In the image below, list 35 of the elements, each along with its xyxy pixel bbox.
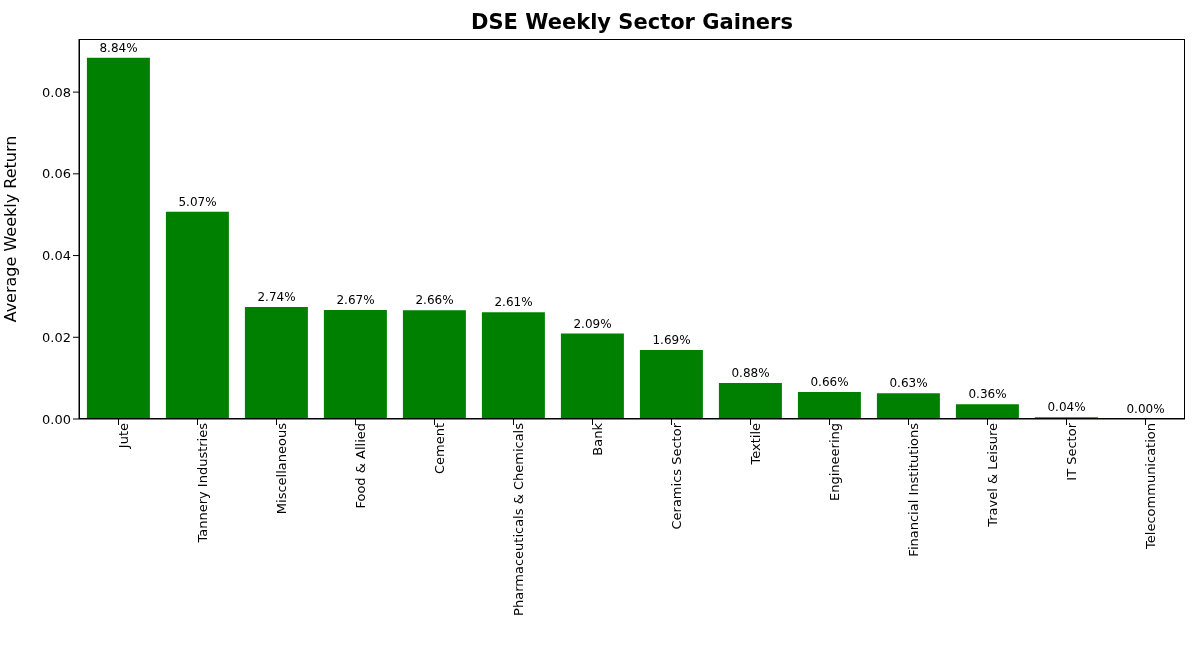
- y-axis-title: Average Weekly Return: [0, 135, 20, 323]
- x-tick-label: Ceramics Sector: [668, 422, 684, 530]
- data-label: 0.00%: [1126, 402, 1165, 416]
- data-label: 0.36%: [968, 387, 1007, 402]
- x-tick-label: Cement: [431, 423, 447, 475]
- data-label: 2.74%: [257, 290, 296, 305]
- data-label: 0.88%: [731, 366, 770, 381]
- chart-title: DSE Weekly Sector Gainers: [470, 10, 794, 34]
- data-label: 0.04%: [1047, 400, 1086, 415]
- x-tick-label: Tannery Industries: [194, 422, 210, 544]
- x-tick-label: Miscellaneous: [273, 422, 289, 515]
- y-tick-label: 0.04: [42, 248, 71, 264]
- y-tick-label: 0.00: [42, 411, 71, 427]
- x-tick-label: Financial Institutions: [905, 422, 921, 557]
- x-tick-label: Travel & Leisure: [984, 423, 1000, 528]
- y-tick-label: 0.06: [42, 166, 71, 182]
- y-tick-label: 0.02: [42, 329, 71, 345]
- data-label: 0.63%: [889, 376, 928, 391]
- x-tick-label: Telecommunication: [1142, 423, 1158, 550]
- x-tick-label: Food & Allied: [352, 423, 368, 509]
- x-tick-label: Bank: [589, 422, 605, 456]
- data-label: 5.07%: [178, 194, 217, 209]
- data-label: 0.66%: [810, 375, 849, 390]
- y-tick-label: 0.08: [42, 84, 71, 100]
- x-tick-label: Textile: [747, 423, 763, 466]
- data-label: 2.09%: [573, 316, 612, 331]
- data-label: 1.69%: [652, 332, 691, 347]
- data-label: 2.61%: [494, 295, 533, 310]
- x-tick-label: Jute: [115, 423, 131, 450]
- x-tick-label: Engineering: [826, 423, 842, 501]
- x-tick-label: IT Sector: [1063, 422, 1079, 481]
- data-label: 8.84%: [99, 40, 138, 55]
- data-label: 2.67%: [336, 292, 375, 307]
- x-tick-label: Pharmaceuticals & Chemicals: [510, 422, 526, 616]
- data-label: 2.66%: [415, 293, 454, 308]
